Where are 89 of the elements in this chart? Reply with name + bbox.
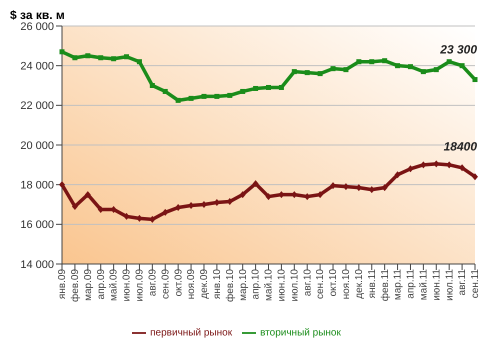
point <box>252 180 259 188</box>
annotation: 23 300 <box>439 42 478 57</box>
x-tick-label: июн.09 <box>122 268 133 302</box>
y-tick-label: 26 000 <box>20 20 54 33</box>
x-tick-label: май.09 <box>108 268 120 301</box>
x-tick-label: дек.09 <box>199 268 210 299</box>
x-tick-label: окт.10 <box>328 268 340 296</box>
point <box>318 71 323 76</box>
point <box>394 171 401 178</box>
point <box>72 202 78 210</box>
x-tick-label: май.11 <box>418 268 430 300</box>
x-tick-label: мар.11 <box>392 268 404 300</box>
point <box>407 165 414 172</box>
point <box>84 191 91 198</box>
point <box>356 59 362 64</box>
point <box>227 92 232 98</box>
y-tick-label: 18 000 <box>20 180 54 192</box>
x-tick-label: ноя.10 <box>341 268 352 300</box>
point <box>472 77 478 82</box>
x-tick-label: янв.09 <box>57 268 68 300</box>
x-tick-label: фев.10 <box>224 268 236 302</box>
y-tick-label: 16 000 <box>20 219 54 232</box>
point <box>240 191 246 198</box>
legend-label: первичный рынок <box>150 328 232 339</box>
x-tick-label: мар.09 <box>82 268 94 301</box>
point <box>201 94 206 99</box>
point <box>317 191 324 198</box>
point <box>150 83 155 88</box>
point <box>60 49 64 54</box>
annotation: 18400 <box>444 140 478 154</box>
x-tick-label: авг.11 <box>457 268 468 296</box>
point <box>382 184 388 192</box>
point <box>459 164 466 172</box>
point <box>176 98 181 103</box>
x-tick-label: авг.10 <box>302 268 314 296</box>
x-tick-label: мар.10 <box>238 268 249 301</box>
point <box>72 55 78 60</box>
point <box>240 88 246 94</box>
legend-label: вторичный рынок <box>260 328 341 339</box>
x-tick-label: янв.10 <box>212 268 223 300</box>
point <box>446 59 452 64</box>
point <box>162 208 168 216</box>
point <box>253 86 258 91</box>
x-tick-label: янв.11 <box>366 268 378 298</box>
point <box>124 54 130 60</box>
x-tick-label: авг.09 <box>147 268 158 296</box>
point <box>85 53 90 58</box>
y-tick-label: 24 000 <box>20 60 54 73</box>
x-tick-label: окт.09 <box>173 268 184 296</box>
x-tick-label: июл.11 <box>444 268 456 301</box>
x-tick-label: апр.09 <box>96 268 107 300</box>
point <box>395 63 400 68</box>
point <box>330 66 336 72</box>
x-tick-label: фев.11 <box>380 268 391 302</box>
x-tick-label: сен.11 <box>470 268 482 298</box>
x-tick-label: июн.11 <box>431 268 442 301</box>
point <box>59 181 65 188</box>
x-tick-label: апр.10 <box>250 268 262 300</box>
point <box>472 173 478 180</box>
x-tick-label: ноя.09 <box>186 268 198 300</box>
x-tick-label: май.10 <box>264 268 275 301</box>
point <box>98 55 104 60</box>
point <box>278 84 284 90</box>
x-tick-label: дек.10 <box>354 268 365 299</box>
point <box>292 69 297 74</box>
y-tick-label: 14 000 <box>20 258 54 271</box>
x-tick-label: июл.10 <box>289 268 300 302</box>
point <box>382 58 388 64</box>
y-tick-label: 22 000 <box>20 100 54 112</box>
point <box>266 84 271 90</box>
point <box>460 63 465 68</box>
x-tick-label: фев.09 <box>70 268 82 302</box>
point <box>408 64 413 70</box>
point <box>420 69 426 74</box>
point <box>434 67 439 72</box>
point <box>136 59 142 64</box>
y-tick-label: 20 000 <box>20 140 54 152</box>
point <box>162 88 168 94</box>
point <box>343 67 348 72</box>
point <box>266 193 272 200</box>
point <box>188 96 194 101</box>
point <box>304 70 310 76</box>
x-tick-label: июл.09 <box>134 268 146 302</box>
x-tick-label: апр.11 <box>406 268 417 299</box>
x-tick-label: сен.09 <box>160 268 172 299</box>
point <box>111 56 116 62</box>
x-tick-label: июн.10 <box>276 268 288 302</box>
x-tick-label: сен.10 <box>315 268 326 299</box>
y-axis-title: $ за кв. м <box>10 8 65 22</box>
